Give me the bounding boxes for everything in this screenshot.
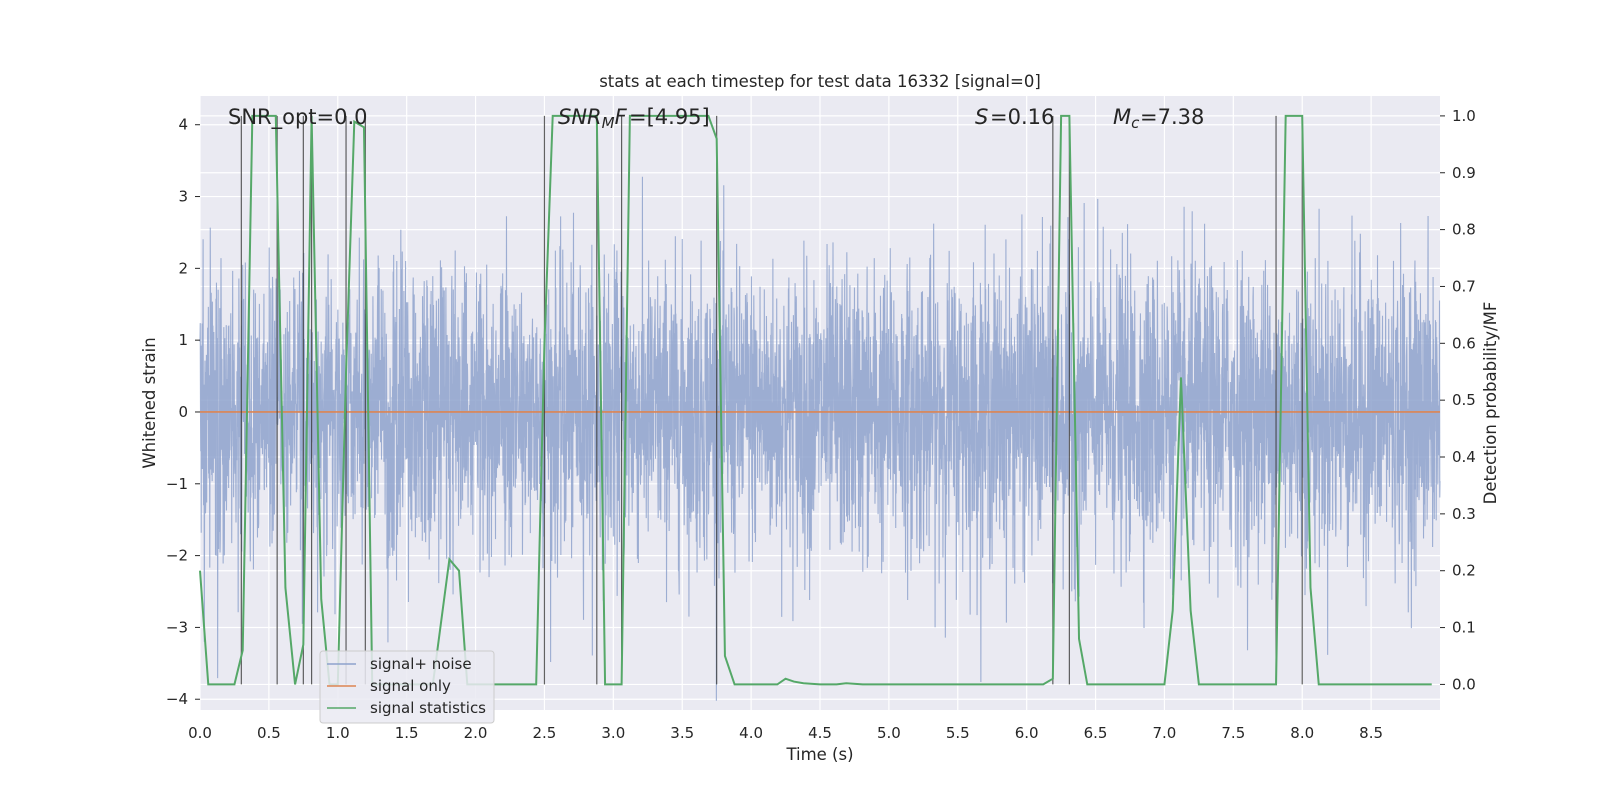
signal-statistics-line [199, 114, 1432, 686]
y2-tick-label-1: 0.1 [1452, 619, 1476, 637]
x-tick-label-2: 1.0 [326, 724, 350, 742]
legend-label-stats: signal statistics [370, 699, 486, 717]
legend-label-signal: signal only [370, 677, 451, 695]
x-tick-label-3: 1.5 [395, 724, 419, 742]
y2-tick-label-5: 0.5 [1452, 391, 1476, 409]
annotation-mc: Mc =7.38 [1113, 105, 1204, 132]
x-tick-label-10: 5.0 [877, 724, 901, 742]
x-tick-label-17: 8.5 [1359, 724, 1383, 742]
legend-box [319, 650, 495, 724]
y-tick-label-0: −4 [166, 690, 188, 708]
y-tick-label-3: −1 [166, 475, 188, 493]
y2-tick-label-8: 0.8 [1452, 221, 1476, 239]
y2-tick-label-0: 0.0 [1452, 675, 1476, 693]
y-axis-ticks: −4 −3 −2 −1 0 1 2 3 4 [166, 116, 200, 708]
x-tick-label-11: 5.5 [946, 724, 970, 742]
y2-tick-label-3: 0.3 [1452, 505, 1476, 523]
noise-series [199, 176, 1441, 701]
y-tick-label-7: 3 [178, 188, 188, 206]
y-tick-label-5: 1 [178, 331, 188, 349]
annotation-s-value: =0.16 [990, 105, 1054, 129]
annotation-snr-mf: SNRMF =[4.95] [558, 105, 710, 132]
grid [199, 96, 1440, 710]
y2-tick-label-10: 1.0 [1452, 107, 1476, 125]
annotation-snr-mf-value: =[4.95] [629, 105, 710, 129]
x-tick-label-15: 7.5 [1221, 724, 1245, 742]
x-tick-label-0: 0.0 [188, 724, 212, 742]
x-tick-label-14: 7.0 [1153, 724, 1177, 742]
y2-axis-label: Detection probability/MF [1481, 302, 1500, 505]
y2-tick-label-9: 0.9 [1452, 164, 1476, 182]
y2-tick-label-2: 0.2 [1452, 562, 1476, 580]
x-tick-label-12: 6.0 [1015, 724, 1039, 742]
legend: signal+ noise signal only signal statist… [319, 650, 495, 724]
annotation-s-symbol: S [975, 105, 988, 129]
annotation-s: S =0.16 [975, 105, 1054, 129]
y2-tick-label-7: 0.7 [1452, 277, 1476, 295]
x-tick-label-5: 2.5 [533, 724, 557, 742]
y-tick-label-6: 2 [178, 259, 188, 277]
x-axis-ticks: 0.0 0.5 1.0 1.5 2.0 2.5 3.0 3.5 4.0 4.5 5.0 5.5 6.0 6… [188, 724, 1383, 742]
y-tick-label-8: 4 [178, 116, 188, 134]
x-tick-label-8: 4.0 [739, 724, 763, 742]
y-tick-label-4: 0 [178, 403, 188, 421]
y2-axis-ticks: 0.0 0.1 0.2 0.3 0.4 0.5 0.6 0.7 0.8 0.9 1.0 [1440, 107, 1476, 693]
x-axis-label: Time (s) [785, 745, 853, 764]
annotation-mc-value: =7.38 [1140, 105, 1204, 129]
y2-tick-label-6: 0.6 [1452, 334, 1476, 352]
annotation-mc-symbol: Mc [1113, 105, 1140, 132]
chart-title: stats at each timestep for test data 163… [599, 72, 1041, 91]
x-tick-label-9: 4.5 [808, 724, 832, 742]
x-tick-label-4: 2.0 [464, 724, 488, 742]
x-tick-label-7: 3.5 [670, 724, 694, 742]
annotation-snr-opt: SNR_opt=0.0 [228, 105, 368, 130]
x-tick-label-6: 3.0 [601, 724, 625, 742]
legend-label-noise: signal+ noise [370, 655, 472, 673]
noise-line [199, 176, 1441, 701]
x-tick-label-13: 6.5 [1084, 724, 1108, 742]
signal-statistics-series [199, 114, 1432, 686]
x-tick-label-16: 8.0 [1290, 724, 1314, 742]
x-tick-label-1: 0.5 [257, 724, 281, 742]
y-tick-label-2: −2 [166, 547, 188, 565]
y-axis-label: Whitened strain [140, 337, 159, 468]
y2-tick-label-4: 0.4 [1452, 448, 1476, 466]
annotation-snr-mf-symbol: SNRMF [558, 105, 628, 132]
y-tick-label-1: −3 [166, 618, 188, 636]
